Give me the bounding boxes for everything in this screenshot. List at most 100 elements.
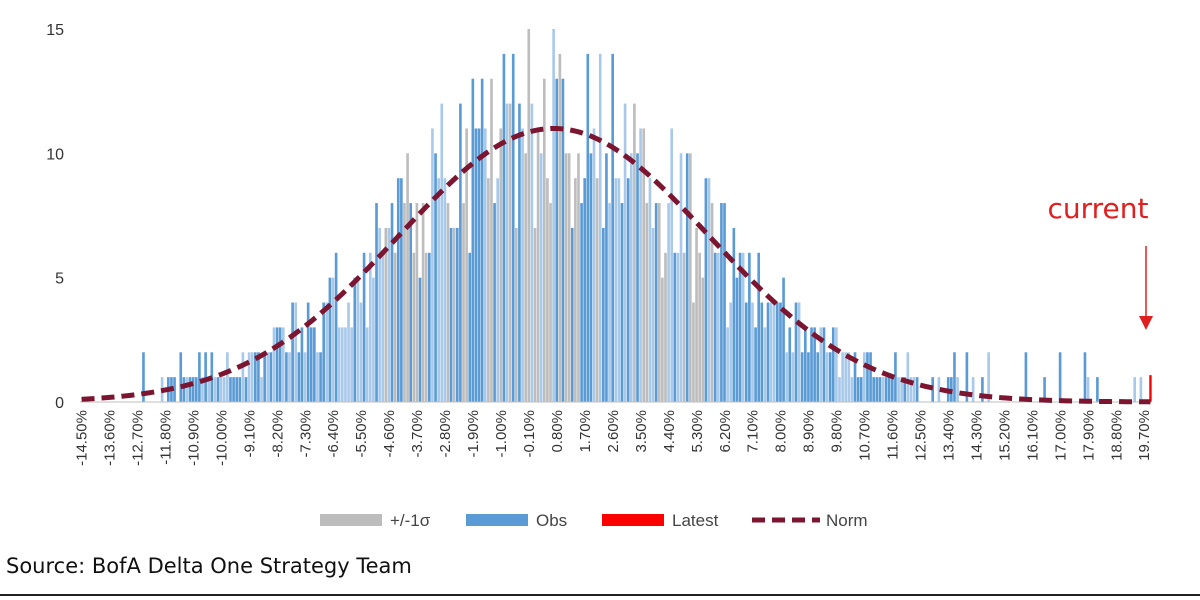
x-tick-label: -14.50% xyxy=(74,410,91,466)
histogram-bar xyxy=(204,352,207,402)
histogram-bar xyxy=(257,352,260,402)
x-tick-label: 9.80% xyxy=(829,410,846,453)
histogram-bar xyxy=(981,377,984,402)
histogram-bar xyxy=(906,352,910,402)
x-tick-label: -8.20% xyxy=(269,410,286,458)
histogram-bar xyxy=(642,128,646,402)
bottom-divider xyxy=(0,594,1200,596)
histogram-bar xyxy=(878,377,882,402)
histogram-bar xyxy=(477,128,481,402)
histogram-bar xyxy=(698,252,701,402)
histogram-bar xyxy=(822,327,826,402)
histogram-bar xyxy=(216,377,220,402)
histogram-bar xyxy=(850,377,854,402)
histogram-bar xyxy=(987,352,990,402)
histogram-bar xyxy=(549,203,552,402)
x-tick-label: -6.40% xyxy=(325,410,342,458)
histogram-bar xyxy=(316,352,319,402)
histogram-bar xyxy=(272,327,276,402)
histogram-bar xyxy=(331,277,335,402)
legend-latest-label: Latest xyxy=(672,511,719,530)
histogram-bar xyxy=(226,352,229,402)
histogram-bar xyxy=(191,377,195,402)
histogram-bar xyxy=(574,178,577,402)
histogram-bar xyxy=(561,78,565,402)
histogram-bar xyxy=(558,53,562,403)
histogram-bar xyxy=(664,252,667,402)
x-tick-label: -0.10% xyxy=(521,410,538,458)
histogram-bar xyxy=(1058,352,1062,402)
histogram-bar xyxy=(142,352,145,402)
histogram-bar xyxy=(813,327,816,402)
histogram-bar xyxy=(421,203,425,402)
histogram-bar xyxy=(232,377,235,402)
histogram-bar xyxy=(825,352,829,402)
histogram-bar xyxy=(748,252,751,402)
histogram-bar xyxy=(763,327,767,402)
x-tick-label: -3.70% xyxy=(409,410,426,458)
histogram-bar xyxy=(487,178,490,402)
histogram-bar xyxy=(639,128,642,402)
histogram-bar xyxy=(229,377,232,402)
legend-latest-swatch xyxy=(602,514,664,526)
histogram-bar xyxy=(785,352,788,402)
x-tick-label: 14.30% xyxy=(968,410,985,461)
histogram-bar xyxy=(602,227,605,402)
histogram-bar xyxy=(201,377,204,402)
histogram-bar xyxy=(443,178,447,402)
x-tick-label: 2.60% xyxy=(605,410,622,453)
histogram-bar xyxy=(552,29,555,402)
histogram-bar xyxy=(424,252,428,402)
histogram-bar xyxy=(285,352,288,402)
histogram-bar xyxy=(667,203,670,402)
histogram-bar xyxy=(281,327,285,402)
histogram-bar xyxy=(365,327,369,402)
latest-bar xyxy=(1149,375,1152,402)
histogram-bar xyxy=(707,178,711,402)
legend-norm-label: Norm xyxy=(826,511,868,530)
x-tick-label: -2.80% xyxy=(437,410,454,458)
histogram-bar xyxy=(751,302,754,402)
y-tick-label: 0 xyxy=(55,395,64,412)
histogram-bar xyxy=(670,128,674,402)
histogram-bar xyxy=(309,327,313,402)
histogram-bar xyxy=(241,352,245,402)
histogram-bar xyxy=(359,302,363,402)
histogram-bar xyxy=(415,203,419,402)
histogram-bar xyxy=(539,153,543,402)
histogram-bar xyxy=(300,327,304,402)
histogram-bar xyxy=(732,227,736,402)
histogram-bar xyxy=(645,203,649,402)
histogram-bar xyxy=(384,227,388,402)
histogram-bar xyxy=(788,327,792,402)
x-tick-label: -13.60% xyxy=(102,410,119,466)
histogram-bar xyxy=(648,178,652,402)
histogram-bar xyxy=(1083,352,1087,402)
histogram-bar xyxy=(723,203,726,402)
histogram-bar xyxy=(431,128,434,402)
histogram-bar xyxy=(244,377,248,402)
histogram-bar xyxy=(776,302,779,402)
histogram-bar xyxy=(971,377,975,402)
histogram-bar xyxy=(533,227,537,402)
histogram-bar xyxy=(726,327,729,402)
histogram-bar xyxy=(337,327,341,402)
histogram-bar xyxy=(334,252,338,402)
histogram-bar xyxy=(247,352,251,402)
histogram-bar xyxy=(866,352,869,402)
histogram-bar xyxy=(455,227,459,402)
current-arrow-head xyxy=(1139,316,1153,330)
histogram-bar xyxy=(695,227,698,402)
histogram-bar xyxy=(428,252,431,402)
x-tick-label: 6.20% xyxy=(717,410,734,453)
x-tick-label: 8.90% xyxy=(801,410,818,453)
histogram-bar xyxy=(368,252,372,402)
histogram-bar xyxy=(459,103,462,402)
histogram-bar xyxy=(608,203,611,402)
x-tick-label: 15.20% xyxy=(996,410,1013,461)
histogram-bar xyxy=(673,252,677,402)
histogram-bar xyxy=(797,302,801,402)
histogram-bar xyxy=(881,377,885,402)
histogram-bar xyxy=(328,277,332,402)
x-tick-label: 0.80% xyxy=(549,410,566,453)
